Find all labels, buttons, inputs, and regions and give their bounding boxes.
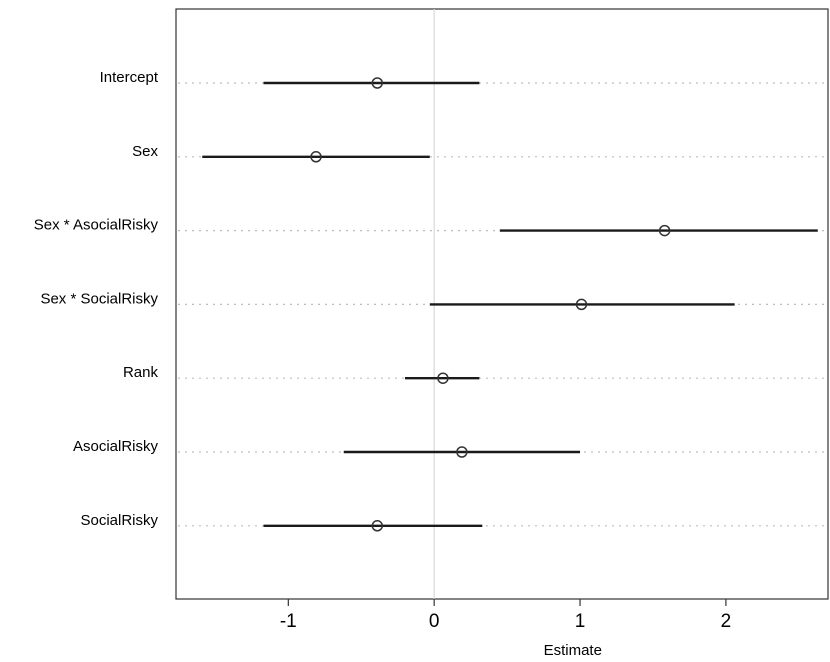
estimate-point (437, 372, 449, 384)
estimate-point (371, 77, 384, 89)
x-tick-label: 1 (575, 611, 586, 632)
plot-frame (175, 8, 829, 600)
term-label: Intercept (100, 69, 159, 86)
term-label: Rank (123, 364, 159, 381)
term-label: SocialRisky (80, 512, 158, 529)
term-label: Sex * SocialRisky (40, 290, 158, 307)
term-label: Sex (132, 143, 158, 160)
estimate-point (456, 446, 468, 458)
term-label: AsocialRisky (73, 438, 159, 455)
x-axis-label: Estimate (544, 642, 602, 659)
x-tick-label: 0 (429, 611, 440, 632)
estimate-point (310, 151, 322, 163)
x-tick-label: -1 (280, 611, 297, 632)
confidence-intervals (202, 81, 818, 527)
estimate-point (371, 520, 384, 532)
x-tick-label: 2 (721, 611, 732, 632)
term-labels: Intercept Sex Sex * AsocialRisky Sex * Soci… (34, 69, 159, 529)
estimate-point (658, 224, 671, 237)
estimate-point (575, 298, 588, 311)
term-label: Sex * AsocialRisky (34, 217, 159, 234)
estimate-points (310, 77, 671, 532)
x-axis: -1 0 1 2 (280, 599, 731, 632)
